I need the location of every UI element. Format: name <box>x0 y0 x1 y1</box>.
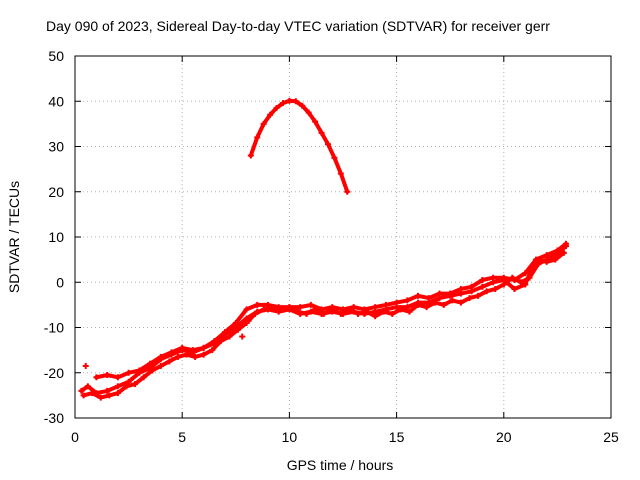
x-tick-label: 15 <box>389 429 405 445</box>
series-line-3 <box>81 244 568 400</box>
y-tick-label: 40 <box>48 93 64 109</box>
y-tick-label: 50 <box>48 48 64 64</box>
x-tick-label: 25 <box>603 429 619 445</box>
grid-lines <box>75 56 611 418</box>
y-axis-label: SDTVAR / TECUs <box>6 181 22 293</box>
y-tick-label: -30 <box>44 410 64 426</box>
x-tick-label: 10 <box>282 429 298 445</box>
series-line-1 <box>248 98 350 194</box>
series-line-2 <box>79 250 566 396</box>
y-tick-label: 10 <box>48 229 64 245</box>
axis-ticks <box>74 55 612 419</box>
x-tick-labels: 0 5 10 15 20 25 <box>71 429 619 445</box>
y-tick-label: -20 <box>44 365 64 381</box>
y-tick-labels: -30 -20 -10 0 10 20 30 40 50 <box>44 48 64 426</box>
y-tick-label: 20 <box>48 184 64 200</box>
y-tick-label: 30 <box>48 139 64 155</box>
x-tick-label: 5 <box>178 429 186 445</box>
chart-title: Day 090 of 2023, Sidereal Day-to-day VTE… <box>46 18 550 34</box>
y-tick-label: 0 <box>56 274 64 290</box>
x-tick-label: 20 <box>496 429 512 445</box>
y-tick-label: -10 <box>44 320 64 336</box>
data-series <box>78 97 569 401</box>
x-tick-label: 0 <box>71 429 79 445</box>
x-axis-label: GPS time / hours <box>287 457 394 473</box>
